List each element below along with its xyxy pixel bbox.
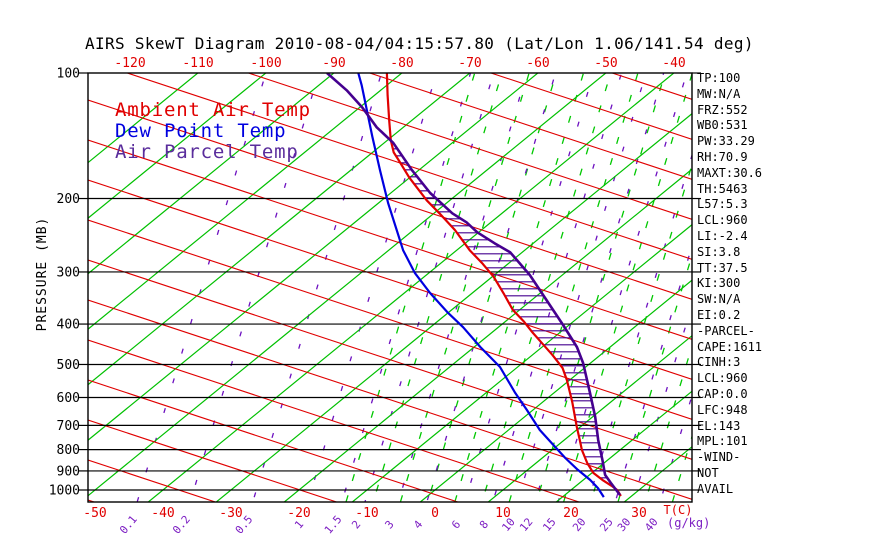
pressure-tick-label: 500 <box>57 358 80 373</box>
stat-line: CAPE:1611 <box>697 339 763 354</box>
stats-panel: TP:100 MW:N/A FRZ:552 WB0:531 PW:33.29 RH:70.… <box>697 71 762 498</box>
stat-line: NOT <box>697 465 719 480</box>
stat-line: -PARCEL- <box>697 323 755 338</box>
mixing-unit-label: (g/kg) <box>667 516 710 530</box>
mixing-ratio-label: 8 <box>477 518 491 531</box>
legend-item-dewpoint: Dew Point Temp <box>115 120 287 142</box>
pressure-tick-label: 700 <box>57 419 80 434</box>
stat-line: EI:0.2 <box>697 307 741 322</box>
stat-line: L57:5.3 <box>697 197 748 212</box>
pressure-gridlines <box>88 197 692 491</box>
legend: Ambient Air Temp Dew Point Temp Air Parc… <box>115 100 311 163</box>
stat-line: LCL:960 <box>697 213 748 228</box>
axis-ticks <box>79 72 701 491</box>
temp-bottom-label: -20 <box>287 506 310 521</box>
pressure-axis-title: PRESSURE (MB) <box>35 217 50 332</box>
temp-top-label: -80 <box>390 56 413 71</box>
mixing-ratio-label: 12 <box>517 515 535 534</box>
pressure-tick-label: 200 <box>57 192 80 207</box>
temp-top-label: -120 <box>114 56 145 71</box>
stat-line: KI:300 <box>697 276 741 291</box>
stat-line: MAXT:30.6 <box>697 165 763 180</box>
stat-line: EL:143 <box>697 418 741 433</box>
temp-top-label: -100 <box>250 56 281 71</box>
temp-bottom-label: 30 <box>631 506 647 521</box>
mixing-ratio-labels: 0.1 0.2 0.5 1 1.5 2 3 4 6 8 10 12 15 20 25 30 40 <box>117 513 661 537</box>
series-ambient-curve <box>385 73 622 497</box>
temp-top-labels: -120 -110 -100 -90 -80 -70 -60 -50 -40 <box>114 56 685 71</box>
temp-bottom-label: -10 <box>355 506 378 521</box>
stat-line: LFC:948 <box>697 402 748 417</box>
stat-line: WB0:531 <box>697 118 748 133</box>
temp-bottom-label: 0 <box>431 506 439 521</box>
temp-bottom-label: 20 <box>563 506 579 521</box>
mixing-ratio-label: 6 <box>449 518 463 531</box>
stat-line: SW:N/A <box>697 292 741 307</box>
stat-line: CAP:0.0 <box>697 386 748 401</box>
stat-line: LI:-2.4 <box>697 228 748 243</box>
temp-unit-label-text: T(C) <box>664 503 693 517</box>
temp-bottom-label: -30 <box>219 506 242 521</box>
mixing-ratio-label: 4 <box>411 518 425 532</box>
mixing-ratio-label: 1.5 <box>322 513 345 537</box>
chart-title: AIRS SkewT Diagram 2010-08-04/04:15:57.8… <box>85 34 754 53</box>
temp-top-label: -110 <box>182 56 213 71</box>
stat-line: -WIND- <box>697 450 741 465</box>
pressure-tick-label: 600 <box>57 391 80 406</box>
stat-line: CINH:3 <box>697 355 741 370</box>
pressure-tick-label: 800 <box>57 443 80 458</box>
stat-line: MW:N/A <box>697 86 741 101</box>
temp-top-label: -50 <box>594 56 617 71</box>
temp-bottom-label: 10 <box>495 506 511 521</box>
mixing-unit-label-text: (g/kg) <box>667 516 710 530</box>
pressure-tick-labels: 100 200 300 400 500 600 700 800 900 1000 <box>49 67 80 499</box>
cape-hatch <box>392 148 613 486</box>
temp-top-label: -40 <box>662 56 685 71</box>
stat-line: SI:3.8 <box>697 244 741 259</box>
pressure-axis-title-text: PRESSURE (MB) <box>35 217 50 332</box>
series-parcel-curve <box>326 73 622 496</box>
mixing-ratio-label: 15 <box>540 515 558 534</box>
temp-bottom-label: -50 <box>83 506 106 521</box>
temp-bottom-label: -40 <box>151 506 174 521</box>
stat-line: TP:100 <box>697 71 741 85</box>
stat-line: LCL:960 <box>697 371 748 386</box>
stat-line: RH:70.9 <box>697 149 748 164</box>
temp-bottom-labels: -50 -40 -30 -20 -10 0 10 20 30 <box>83 506 647 521</box>
stat-line: TT:37.5 <box>697 260 748 275</box>
stat-line: TH:5463 <box>697 181 748 196</box>
pressure-tick-label: 300 <box>57 265 80 280</box>
temp-unit-label: T(C) <box>664 503 693 517</box>
temp-top-label: -60 <box>526 56 549 71</box>
pressure-tick-label: 400 <box>57 318 80 333</box>
pressure-tick-label: 900 <box>57 464 80 479</box>
stat-line: FRZ:552 <box>697 102 748 117</box>
stat-line: PW:33.29 <box>697 134 755 149</box>
legend-item-ambient: Ambient Air Temp <box>115 99 311 121</box>
legend-item-parcel: Air Parcel Temp <box>115 141 299 163</box>
stat-line: AVAIL <box>697 481 734 496</box>
stat-line: MPL:101 <box>697 434 748 449</box>
pressure-tick-label: 100 <box>57 67 80 82</box>
dry-adiabat-grid <box>88 73 692 502</box>
pressure-tick-label: 1000 <box>49 484 80 499</box>
plot-border <box>87 72 693 503</box>
mixing-ratio-label: 3 <box>382 518 396 531</box>
temp-top-label: -90 <box>322 56 345 71</box>
temp-top-label: -70 <box>458 56 481 71</box>
mixing-ratio-label: 0.1 <box>117 513 140 537</box>
isotherm-grid <box>88 73 692 502</box>
mixing-ratio-label: 25 <box>597 515 615 534</box>
series-dewpoint-curve <box>357 73 605 498</box>
